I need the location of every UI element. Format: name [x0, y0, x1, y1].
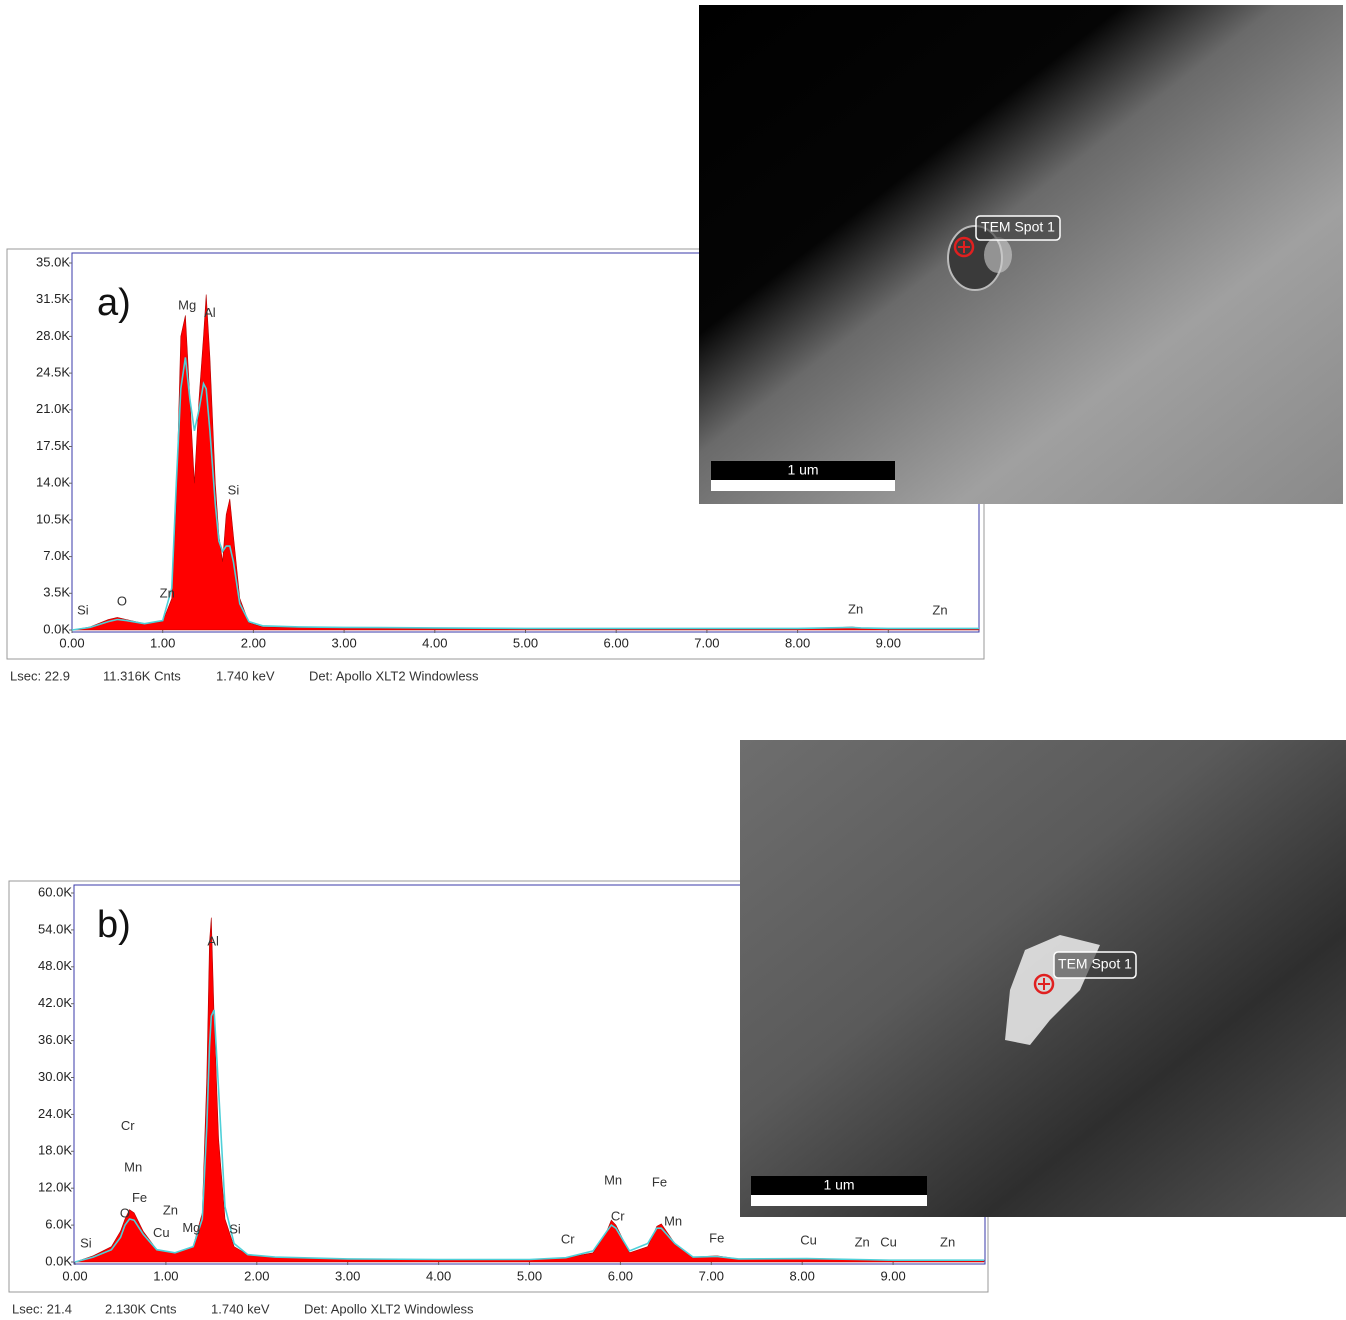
peak-label: Fe [709, 1231, 724, 1246]
peak-label: Si [229, 1221, 241, 1236]
peak-label: Cu [153, 1225, 170, 1240]
sem-image [699, 5, 1343, 504]
peak-label: O [117, 593, 127, 608]
y-tick-label: 24.0K [38, 1106, 72, 1121]
x-tick-label: 7.00 [699, 1268, 724, 1283]
peak-label: Zn [932, 603, 947, 618]
y-tick-label: 14.0K [36, 475, 70, 490]
peak-label: Cu [800, 1233, 817, 1248]
peak-label: Al [204, 305, 216, 320]
y-tick-label: 21.0K [36, 401, 70, 416]
y-tick-label: 6.0K [45, 1217, 72, 1232]
y-tick-label: 28.0K [36, 328, 70, 343]
y-tick-label: 60.0K [38, 884, 72, 899]
peak-label: Mg [178, 297, 196, 312]
x-tick-label: 9.00 [876, 635, 901, 650]
scale-bar-label: 1 um [823, 1177, 854, 1193]
footer-text: Lsec: 21.4 [12, 1301, 72, 1316]
footer-text: 1.740 keV [216, 668, 275, 683]
x-tick-label: 9.00 [880, 1268, 905, 1283]
y-tick-label: 48.0K [38, 958, 72, 973]
x-tick-label: 1.00 [153, 1268, 178, 1283]
x-tick-label: 0.00 [59, 635, 84, 650]
scale-bar [751, 1195, 927, 1206]
x-tick-label: 2.00 [244, 1268, 269, 1283]
x-tick-label: 8.00 [785, 635, 810, 650]
y-tick-label: 0.0K [43, 621, 70, 636]
y-tick-label: 31.5K [36, 291, 70, 306]
spot-label: TEM Spot 1 [981, 219, 1055, 235]
peak-label: Mn [604, 1172, 622, 1187]
peak-label: Zn [848, 602, 863, 617]
peak-label: Mn [124, 1159, 142, 1174]
scale-bar [711, 480, 895, 491]
peak-label: Al [207, 934, 219, 949]
x-tick-label: 6.00 [608, 1268, 633, 1283]
y-tick-label: 10.5K [36, 511, 70, 526]
footer-text: Det: Apollo XLT2 Windowless [309, 668, 479, 683]
y-tick-label: 36.0K [38, 1032, 72, 1047]
y-tick-label: 0.0K [45, 1253, 72, 1268]
peak-label: Mn [664, 1213, 682, 1228]
peak-label: Zn [855, 1234, 870, 1249]
x-tick-label: 6.00 [604, 635, 629, 650]
y-tick-label: 3.5K [43, 585, 70, 600]
footer-text: Lsec: 22.9 [10, 668, 70, 683]
peak-label: Fe [652, 1175, 667, 1190]
peak-label: Si [77, 603, 89, 618]
peak-label: Zn [163, 1202, 178, 1217]
y-tick-label: 18.0K [38, 1143, 72, 1158]
y-tick-label: 42.0K [38, 995, 72, 1010]
footer-text: 2.130K Cnts [105, 1301, 177, 1316]
x-tick-label: 2.00 [241, 635, 266, 650]
y-tick-label: 54.0K [38, 921, 72, 936]
x-tick-label: 4.00 [426, 1268, 451, 1283]
x-tick-label: 4.00 [422, 635, 447, 650]
x-tick-label: 1.00 [150, 635, 175, 650]
y-tick-label: 17.5K [36, 438, 70, 453]
y-tick-label: 7.0K [43, 548, 70, 563]
spot-label: TEM Spot 1 [1058, 956, 1132, 972]
x-tick-label: 7.00 [694, 635, 719, 650]
footer-text: 1.740 keV [211, 1301, 270, 1316]
scale-bar-label: 1 um [787, 462, 818, 478]
x-tick-label: 8.00 [790, 1268, 815, 1283]
y-tick-label: 35.0K [36, 254, 70, 269]
particle-glow [984, 237, 1012, 273]
x-tick-label: 5.00 [513, 635, 538, 650]
peak-label: Si [80, 1236, 92, 1251]
peak-label: Cr [121, 1118, 135, 1133]
peak-label: Cr [611, 1209, 625, 1224]
y-tick-label: 30.0K [38, 1069, 72, 1084]
x-tick-label: 0.00 [62, 1268, 87, 1283]
peak-label: Cu [880, 1234, 897, 1249]
peak-label: O [120, 1205, 130, 1220]
figure: 0.0K 3.5K 7.0K 10.5K 14.0K 17.5K 21.0K 24.5K 28.… [0, 0, 1346, 1320]
y-tick-label: 24.5K [36, 365, 70, 380]
x-tick-label: 3.00 [331, 635, 356, 650]
panel-label: a) [97, 282, 131, 324]
peak-label: Cr [561, 1231, 575, 1246]
panel-label: b) [97, 904, 131, 946]
peak-label: Fe [132, 1190, 147, 1205]
y-tick-label: 12.0K [38, 1180, 72, 1195]
footer-text: 11.316K Cnts [103, 668, 181, 683]
x-tick-label: 3.00 [335, 1268, 360, 1283]
peak-label: Zn [940, 1234, 955, 1249]
peak-label: Si [228, 483, 240, 498]
peak-label: Mg [182, 1220, 200, 1235]
x-tick-label: 5.00 [517, 1268, 542, 1283]
footer-text: Det: Apollo XLT2 Windowless [304, 1301, 474, 1316]
peak-label: Zn [160, 585, 175, 600]
